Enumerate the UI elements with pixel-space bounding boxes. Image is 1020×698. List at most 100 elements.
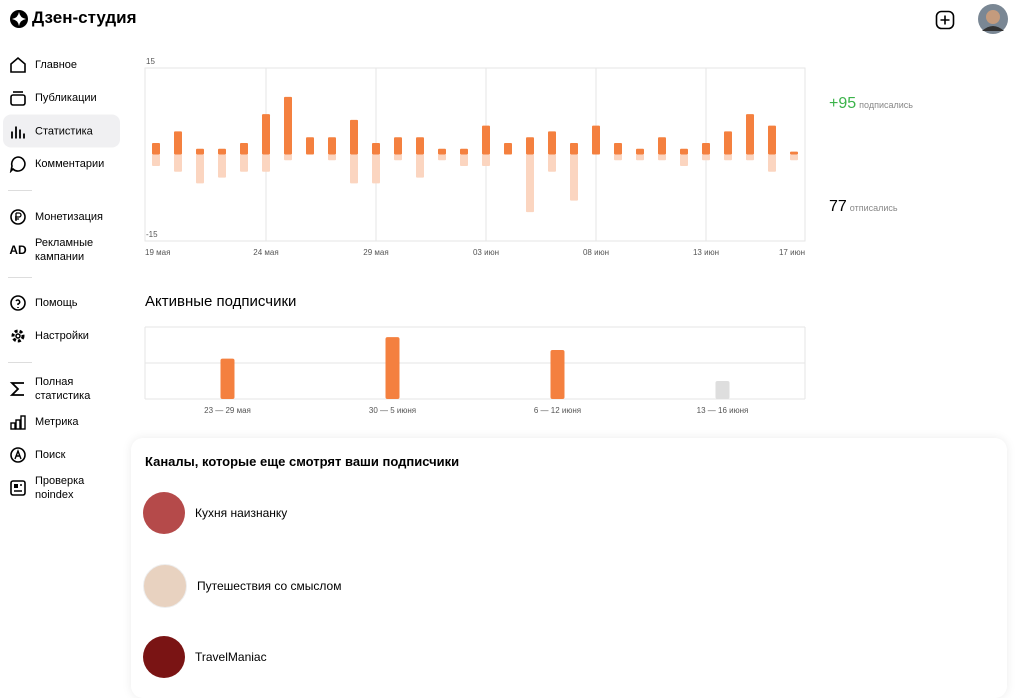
nav-label: Проверка noindex bbox=[35, 475, 85, 501]
bar bbox=[790, 154, 798, 161]
bar bbox=[504, 142, 512, 155]
channel-avatar bbox=[143, 636, 185, 678]
nav-item[interactable]: Помощь bbox=[3, 294, 120, 312]
bar bbox=[768, 154, 776, 172]
bar bbox=[306, 137, 314, 155]
bar bbox=[592, 125, 600, 155]
bar bbox=[328, 154, 336, 161]
nav-item[interactable]: Главное bbox=[3, 56, 120, 74]
user-avatar[interactable] bbox=[978, 4, 1008, 34]
bar bbox=[724, 131, 732, 155]
nav-item[interactable]: Комментарии bbox=[3, 155, 120, 173]
bar bbox=[438, 148, 446, 155]
nav-icon bbox=[9, 208, 27, 226]
bar bbox=[636, 154, 644, 161]
bar bbox=[614, 142, 622, 155]
nav-item[interactable]: Публикации bbox=[3, 89, 120, 107]
bar bbox=[460, 148, 468, 155]
bar bbox=[548, 131, 556, 155]
bar bbox=[768, 125, 776, 155]
nav-item[interactable]: Поиск bbox=[3, 446, 120, 464]
bar bbox=[385, 337, 400, 399]
stat: +95 подписались bbox=[829, 95, 913, 113]
bar bbox=[526, 154, 534, 213]
channel-name: Кухня наизнанку bbox=[195, 506, 288, 520]
nav-item[interactable]: Метрика bbox=[3, 413, 120, 431]
stat-label: подписались bbox=[859, 100, 913, 110]
bar bbox=[746, 154, 754, 161]
chart-title: Активные подписчики bbox=[145, 293, 296, 310]
bar bbox=[240, 142, 248, 155]
bar bbox=[174, 154, 182, 172]
x-tick-label: 13 — 16 июня bbox=[697, 406, 749, 415]
channel[interactable]: TravelManiac bbox=[143, 636, 267, 678]
nav-label: Поиск bbox=[35, 449, 66, 461]
bar bbox=[218, 154, 226, 178]
separator bbox=[8, 277, 32, 278]
bar bbox=[394, 137, 402, 155]
add-button[interactable] bbox=[935, 10, 955, 30]
nav-item[interactable]: AD Рекламные кампании bbox=[3, 236, 120, 264]
bar bbox=[218, 148, 226, 155]
nav-icon bbox=[9, 122, 27, 140]
x-tick-label: 6 — 12 июня bbox=[534, 406, 581, 415]
channel[interactable]: Кухня наизнанку bbox=[143, 492, 287, 534]
stat: 77 отписались bbox=[829, 198, 898, 216]
nav-label: Публикации bbox=[35, 92, 97, 104]
bar bbox=[174, 131, 182, 155]
nav-icon bbox=[9, 380, 27, 398]
bar bbox=[328, 137, 336, 155]
bar bbox=[680, 148, 688, 155]
nav-icon bbox=[9, 479, 27, 497]
nav-icon bbox=[9, 294, 27, 312]
x-tick-label: 23 — 29 мая bbox=[204, 406, 251, 415]
bar bbox=[372, 142, 380, 155]
bar bbox=[702, 154, 710, 161]
nav-label: Настройки bbox=[35, 330, 89, 342]
bar bbox=[715, 381, 730, 399]
bar bbox=[416, 154, 424, 178]
x-tick-label: 17 июн bbox=[779, 248, 805, 257]
x-tick-label: 08 июн bbox=[583, 248, 609, 257]
bar bbox=[196, 148, 204, 155]
nav-icon bbox=[9, 327, 27, 345]
x-tick-label: 13 июн bbox=[693, 248, 719, 257]
nav-item[interactable]: Монетизация bbox=[3, 208, 120, 226]
stat-value: +95 bbox=[829, 95, 857, 112]
x-tick-label: 24 мая bbox=[253, 248, 278, 257]
bar bbox=[240, 154, 248, 172]
nav-item[interactable]: Статистика bbox=[3, 114, 120, 148]
nav-label: Рекламные кампании bbox=[35, 237, 94, 263]
x-tick-label: 30 — 5 июня bbox=[369, 406, 416, 415]
bar bbox=[724, 154, 732, 161]
nav-item[interactable]: Настройки bbox=[3, 327, 120, 345]
nav-item[interactable]: Проверка noindex bbox=[3, 474, 120, 502]
nav-label: Полная статистика bbox=[35, 376, 91, 402]
y-tick-label: -15 bbox=[146, 230, 158, 239]
bar bbox=[614, 154, 622, 161]
bar bbox=[550, 350, 565, 399]
separator bbox=[8, 362, 32, 363]
nav-label: Метрика bbox=[35, 416, 79, 428]
channel-avatar bbox=[143, 564, 187, 608]
x-tick-label: 03 июн bbox=[473, 248, 499, 257]
channel-name: Путешествия со смыслом bbox=[197, 579, 342, 593]
bar bbox=[350, 119, 358, 155]
nav-item[interactable]: Полная статистика bbox=[3, 375, 120, 403]
channel[interactable]: Путешествия со смыслом bbox=[143, 564, 341, 608]
bar bbox=[680, 154, 688, 167]
bar bbox=[570, 154, 578, 201]
nav-label: Статистика bbox=[35, 125, 93, 137]
bar bbox=[416, 137, 424, 155]
stat-label: отписались bbox=[849, 203, 898, 213]
y-tick-label: 15 bbox=[146, 57, 155, 66]
nav-label: Помощь bbox=[35, 297, 78, 309]
bar bbox=[658, 154, 666, 161]
bar bbox=[570, 142, 578, 155]
nav-icon bbox=[9, 446, 27, 464]
bar bbox=[636, 148, 644, 155]
bar bbox=[284, 96, 292, 155]
bar bbox=[482, 154, 490, 167]
nav-icon bbox=[9, 413, 27, 431]
